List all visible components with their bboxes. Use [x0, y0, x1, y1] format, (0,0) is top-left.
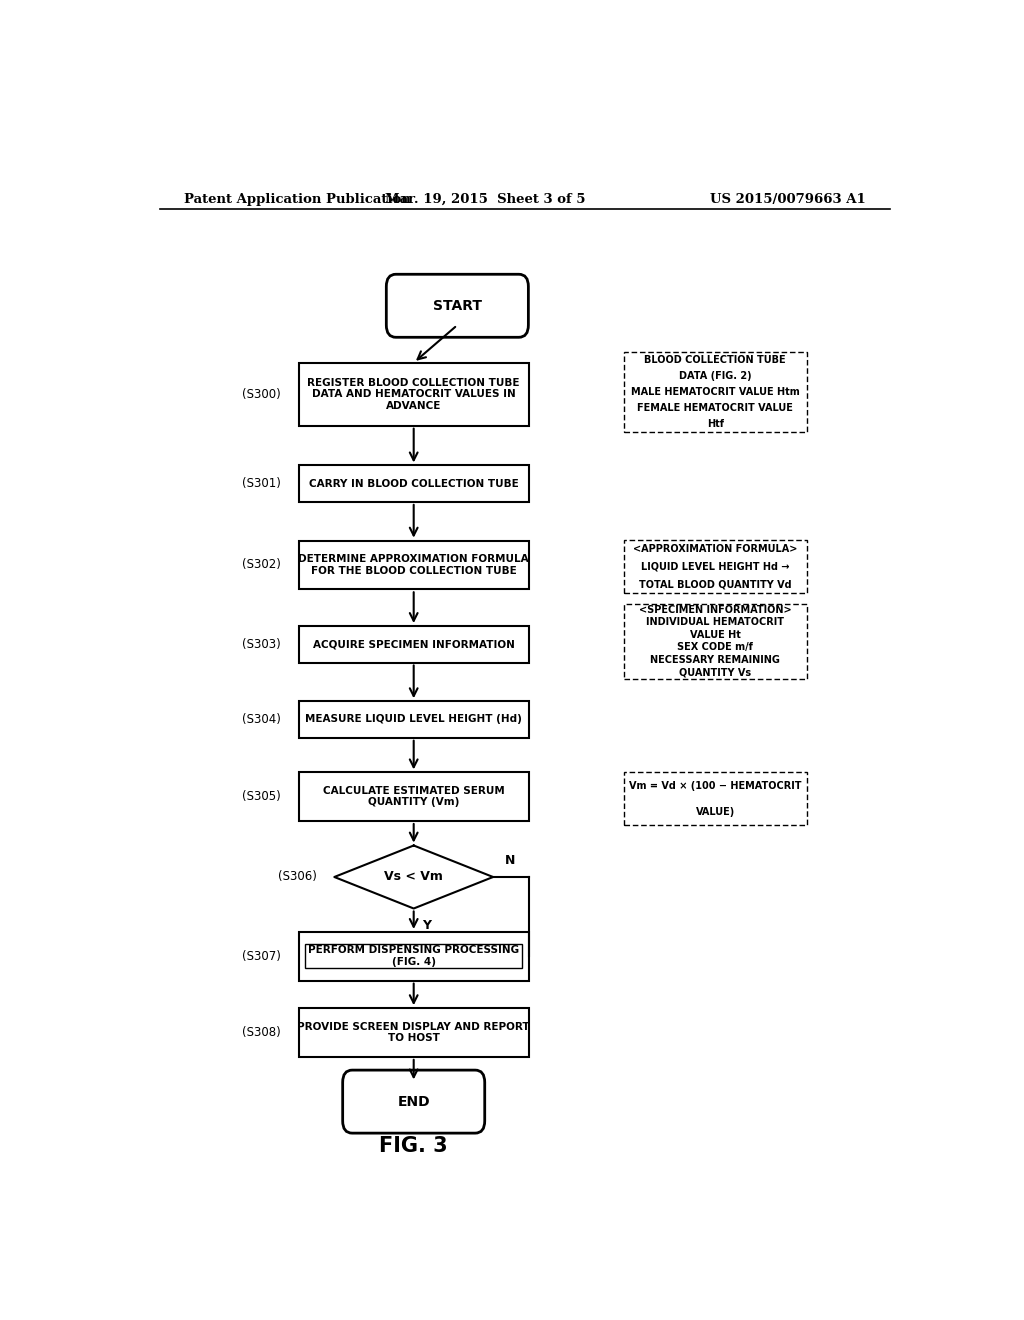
- Text: (S300): (S300): [243, 388, 282, 401]
- Text: MALE HEMATOCRIT VALUE Htm: MALE HEMATOCRIT VALUE Htm: [631, 387, 800, 397]
- Text: DATA (FIG. 2): DATA (FIG. 2): [679, 371, 752, 380]
- FancyBboxPatch shape: [624, 772, 807, 825]
- Text: START: START: [433, 298, 482, 313]
- FancyBboxPatch shape: [299, 363, 528, 426]
- Text: FEMALE HEMATOCRIT VALUE: FEMALE HEMATOCRIT VALUE: [637, 403, 794, 413]
- Text: Patent Application Publication: Patent Application Publication: [183, 193, 411, 206]
- Text: Vs < Vm: Vs < Vm: [384, 870, 443, 883]
- Text: Vm = Vd × (100 − HEMATOCRIT: Vm = Vd × (100 − HEMATOCRIT: [629, 780, 802, 791]
- Text: Htf: Htf: [707, 418, 724, 429]
- Text: PERFORM DISPENSING PROCESSING
(FIG. 4): PERFORM DISPENSING PROCESSING (FIG. 4): [308, 945, 519, 968]
- Text: CARRY IN BLOOD COLLECTION TUBE: CARRY IN BLOOD COLLECTION TUBE: [309, 479, 518, 488]
- Text: QUANTITY Vs: QUANTITY Vs: [679, 668, 752, 677]
- Text: FIG. 3: FIG. 3: [379, 1137, 449, 1156]
- FancyBboxPatch shape: [299, 772, 528, 821]
- Text: VALUE Ht: VALUE Ht: [690, 630, 740, 640]
- Text: SEX CODE m/f: SEX CODE m/f: [677, 643, 754, 652]
- Text: (S301): (S301): [243, 477, 282, 490]
- Text: Y: Y: [422, 919, 431, 932]
- Text: (S306): (S306): [278, 870, 316, 883]
- Text: (S302): (S302): [243, 558, 282, 572]
- FancyBboxPatch shape: [299, 1008, 528, 1057]
- Text: LIQUID LEVEL HEIGHT Hd →: LIQUID LEVEL HEIGHT Hd →: [641, 561, 790, 572]
- Text: CALCULATE ESTIMATED SERUM
QUANTITY (Vm): CALCULATE ESTIMATED SERUM QUANTITY (Vm): [323, 785, 505, 808]
- Text: INDIVIDUAL HEMATOCRIT: INDIVIDUAL HEMATOCRIT: [646, 618, 784, 627]
- Text: <SPECIMEN INFORMATION>: <SPECIMEN INFORMATION>: [639, 605, 792, 615]
- FancyBboxPatch shape: [299, 626, 528, 663]
- Text: (S303): (S303): [243, 638, 282, 651]
- FancyBboxPatch shape: [624, 540, 807, 594]
- Text: (S308): (S308): [243, 1026, 282, 1039]
- Text: DETERMINE APPROXIMATION FORMULA
FOR THE BLOOD COLLECTION TUBE: DETERMINE APPROXIMATION FORMULA FOR THE …: [298, 554, 529, 576]
- Text: TOTAL BLOOD QUANTITY Vd: TOTAL BLOOD QUANTITY Vd: [639, 579, 792, 590]
- Text: (S304): (S304): [243, 713, 282, 726]
- Text: (S305): (S305): [243, 791, 282, 803]
- Text: ACQUIRE SPECIMEN INFORMATION: ACQUIRE SPECIMEN INFORMATION: [312, 639, 515, 649]
- FancyBboxPatch shape: [343, 1071, 484, 1133]
- FancyBboxPatch shape: [299, 541, 528, 589]
- Text: VALUE): VALUE): [695, 807, 735, 817]
- FancyBboxPatch shape: [624, 603, 807, 678]
- Text: BLOOD COLLECTION TUBE: BLOOD COLLECTION TUBE: [644, 355, 786, 364]
- FancyBboxPatch shape: [299, 466, 528, 502]
- Text: N: N: [505, 854, 515, 867]
- FancyBboxPatch shape: [299, 932, 528, 981]
- Text: (S307): (S307): [243, 950, 282, 962]
- FancyBboxPatch shape: [624, 351, 807, 432]
- Text: MEASURE LIQUID LEVEL HEIGHT (Hd): MEASURE LIQUID LEVEL HEIGHT (Hd): [305, 714, 522, 725]
- Text: NECESSARY REMAINING: NECESSARY REMAINING: [650, 655, 780, 665]
- Text: PROVIDE SCREEN DISPLAY AND REPORT
TO HOST: PROVIDE SCREEN DISPLAY AND REPORT TO HOS…: [297, 1022, 530, 1043]
- FancyBboxPatch shape: [305, 944, 522, 969]
- Text: REGISTER BLOOD COLLECTION TUBE
DATA AND HEMATOCRIT VALUES IN
ADVANCE: REGISTER BLOOD COLLECTION TUBE DATA AND …: [307, 378, 520, 411]
- Text: <APPROXIMATION FORMULA>: <APPROXIMATION FORMULA>: [633, 544, 798, 553]
- Text: END: END: [397, 1094, 430, 1109]
- FancyBboxPatch shape: [299, 701, 528, 738]
- Polygon shape: [334, 846, 494, 908]
- Text: US 2015/0079663 A1: US 2015/0079663 A1: [711, 193, 866, 206]
- FancyBboxPatch shape: [386, 275, 528, 338]
- Text: Mar. 19, 2015  Sheet 3 of 5: Mar. 19, 2015 Sheet 3 of 5: [385, 193, 586, 206]
